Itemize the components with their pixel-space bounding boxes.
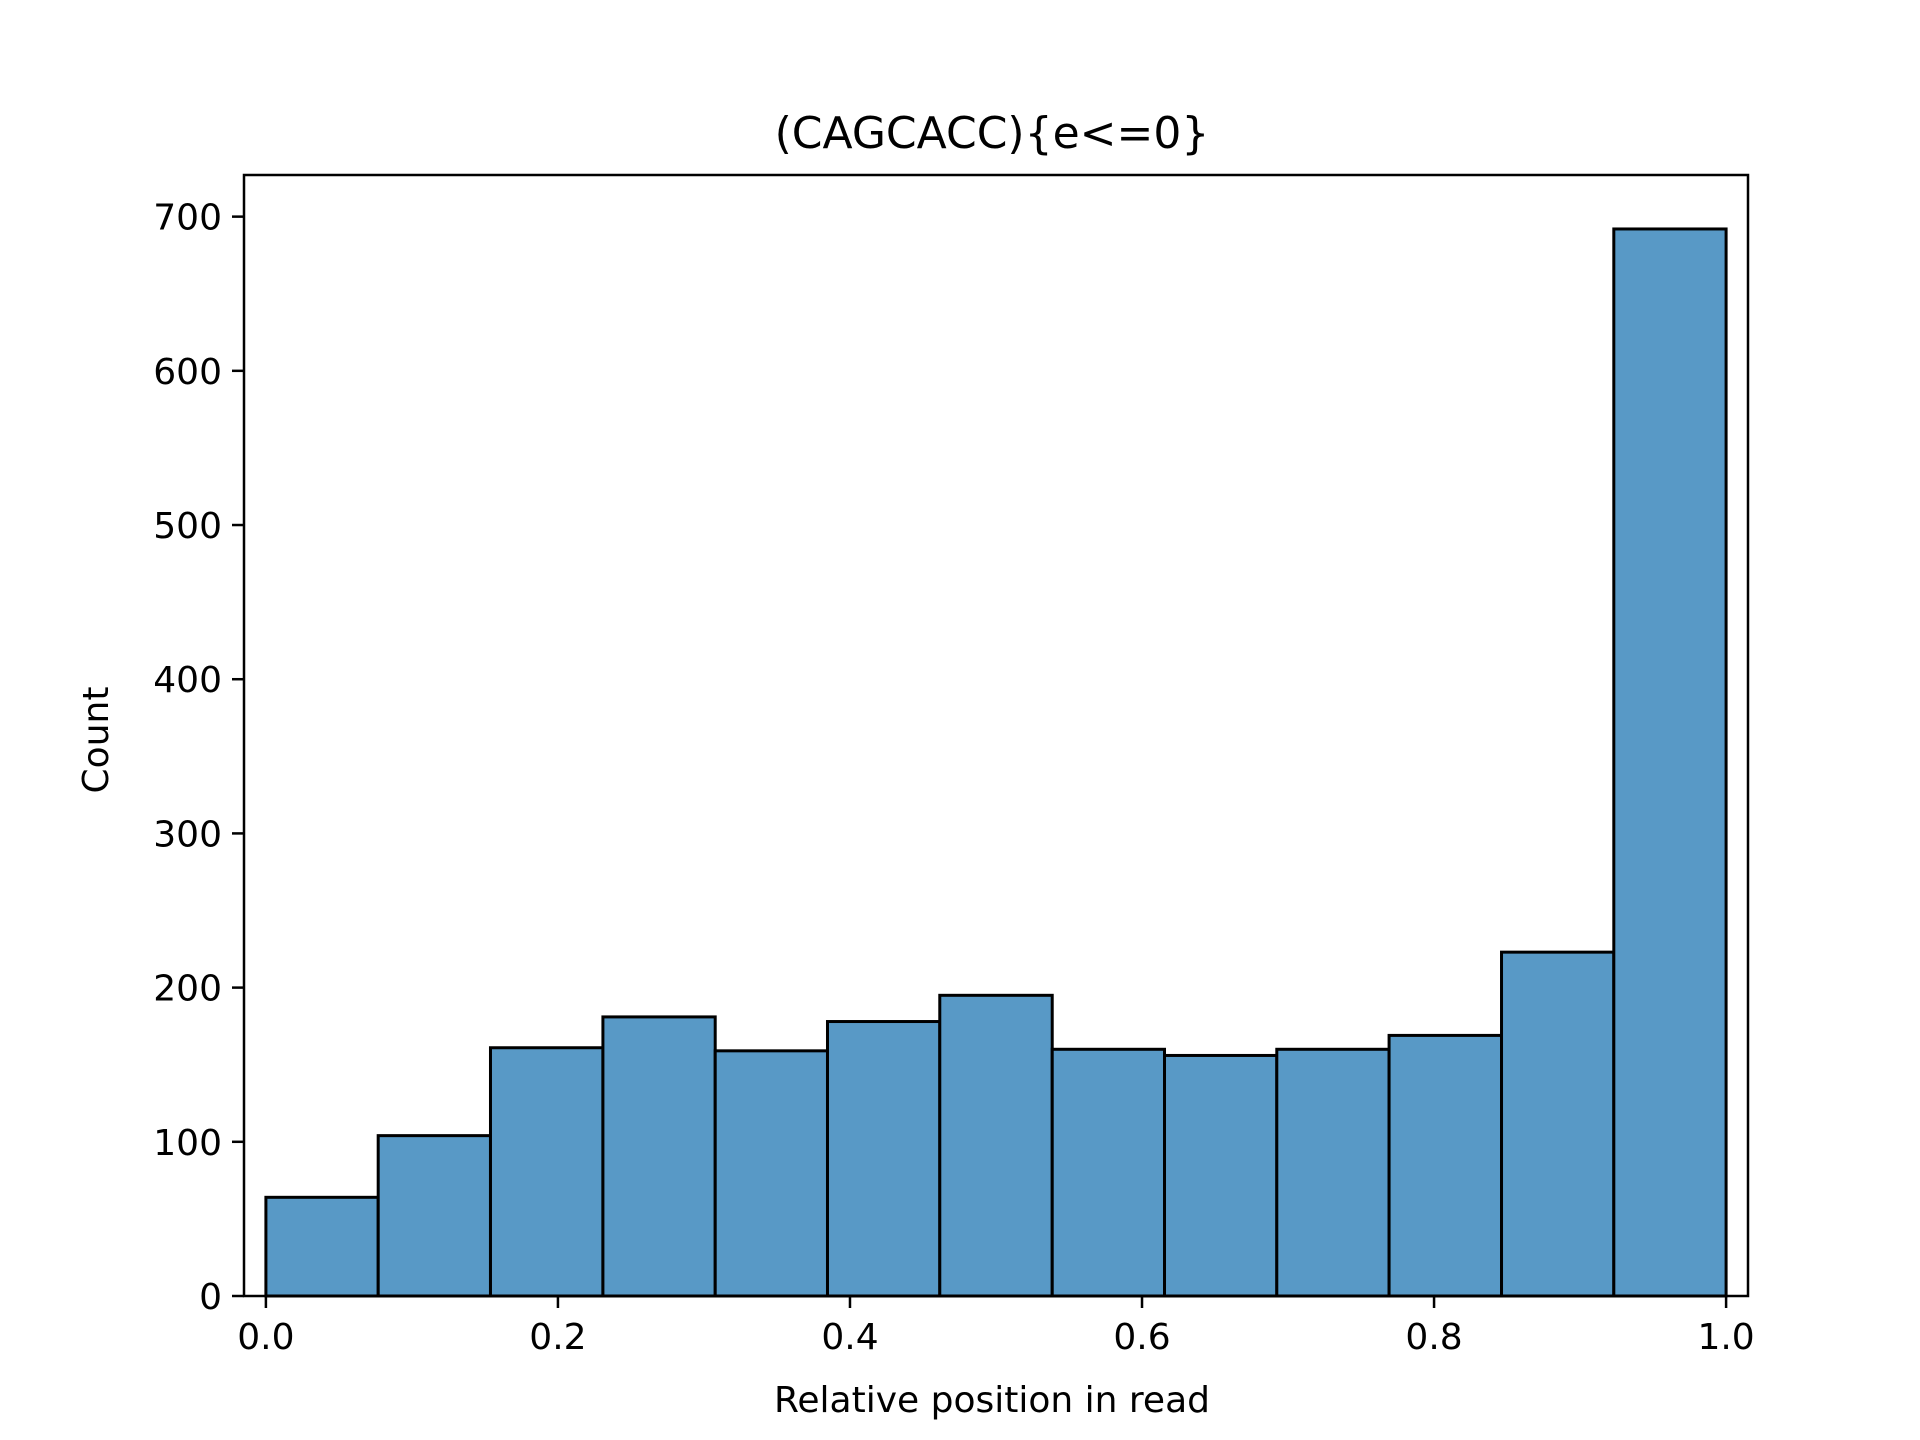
histogram-bar-9: [1275, 1047, 1391, 1298]
histogram-bar-4: [713, 1049, 829, 1298]
x-tick-label-4: 0.8: [1405, 1317, 1462, 1358]
bars-group: [264, 227, 1728, 1298]
histogram-bar-3: [601, 1015, 717, 1298]
y-tick-label-7: 700: [153, 198, 222, 239]
y-tick-label-0: 0: [199, 1277, 222, 1318]
histogram-bar-10: [1387, 1033, 1504, 1298]
histogram-bar-6: [938, 993, 1054, 1298]
histogram-bar-7: [1050, 1047, 1167, 1298]
y-axis-label: Count: [76, 687, 117, 794]
histogram-bar-0: [264, 1195, 380, 1298]
x-tick-label-5: 1.0: [1697, 1317, 1754, 1358]
y-tick-label-1: 100: [153, 1123, 222, 1164]
x-tick-label-2: 0.4: [821, 1317, 878, 1358]
y-tick-label-5: 500: [153, 506, 222, 547]
x-tick-label-3: 0.6: [1113, 1317, 1170, 1358]
chart-title: (CAGCACC){e<=0}: [775, 108, 1210, 159]
y-axis: 0 100 200 300 400 500 600 700: [153, 198, 244, 1318]
x-tick-label-0: 0.0: [237, 1317, 294, 1358]
y-tick-label-6: 600: [153, 352, 222, 393]
histogram-bar-5: [825, 1020, 942, 1298]
histogram-bar-2: [488, 1046, 605, 1298]
x-tick-label-1: 0.2: [529, 1317, 586, 1358]
histogram-bar-1: [376, 1134, 492, 1298]
y-tick-label-4: 400: [153, 660, 222, 701]
plot-frame: [242, 173, 1750, 1298]
y-tick-label-2: 200: [153, 969, 222, 1010]
histogram-bar-8: [1163, 1053, 1279, 1298]
histogram-bar-11: [1500, 950, 1616, 1298]
y-tick-label-3: 300: [153, 814, 222, 855]
x-axis: 0.0 0.2 0.4 0.6 0.8 1.0: [237, 1296, 1755, 1358]
x-axis-label: Relative position in read: [774, 1380, 1210, 1421]
histogram-bar-12: [1612, 227, 1728, 1298]
